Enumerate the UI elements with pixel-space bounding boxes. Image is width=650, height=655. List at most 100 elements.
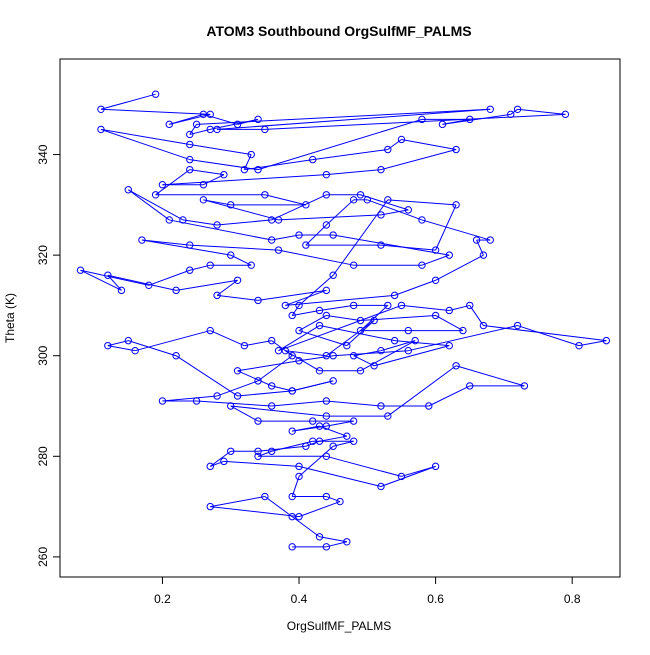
data-point — [486, 105, 494, 113]
data-point — [315, 533, 324, 541]
series-segment — [271, 340, 293, 357]
series-segment — [401, 465, 436, 477]
data-point — [377, 402, 385, 410]
series-segment — [319, 304, 354, 311]
series-segment — [442, 118, 470, 125]
data-point — [76, 266, 85, 274]
series-segment — [100, 128, 190, 145]
series-segment — [134, 330, 211, 352]
series-segment — [244, 159, 313, 171]
series-segment — [107, 345, 136, 352]
data-point — [507, 110, 515, 119]
data-point — [322, 311, 331, 320]
data-point — [377, 211, 385, 219]
series-segment — [292, 309, 320, 316]
series-segment — [257, 450, 272, 457]
data-point — [186, 155, 194, 164]
series-segment — [162, 395, 218, 402]
data-point — [459, 326, 467, 335]
series-segment — [326, 169, 382, 176]
y-tick-label: 260 — [36, 547, 50, 567]
series-points — [76, 90, 611, 551]
data-point — [322, 543, 331, 551]
data-point — [295, 231, 303, 239]
series-segment — [237, 370, 272, 387]
series-segment — [182, 219, 218, 226]
data-point — [452, 145, 460, 154]
series-segment — [326, 496, 341, 503]
x-tick-label: 0.2 — [154, 592, 171, 606]
data-point — [343, 432, 351, 440]
data-point — [254, 377, 262, 385]
data-point — [322, 191, 331, 199]
data-point — [151, 90, 160, 98]
data-point — [431, 276, 440, 284]
series-segment — [264, 194, 306, 206]
series-segment — [210, 460, 225, 467]
data-point — [377, 346, 385, 355]
series-segment — [278, 304, 402, 352]
data-point — [247, 150, 255, 159]
data-point — [397, 301, 406, 310]
series-segment — [189, 124, 197, 135]
data-point — [384, 145, 392, 154]
series-segment — [217, 108, 491, 130]
data-point — [186, 241, 194, 249]
series-segment — [326, 314, 361, 322]
data-point — [186, 266, 194, 274]
data-point — [268, 336, 276, 345]
series-segment — [319, 435, 347, 442]
series-segment — [100, 108, 211, 115]
series-segment — [333, 234, 450, 256]
data-point — [261, 125, 269, 134]
series-segment — [333, 350, 409, 357]
series-segment — [128, 340, 177, 357]
data-point — [295, 301, 303, 310]
data-point — [418, 261, 426, 269]
series-segment — [223, 460, 300, 467]
data-point — [254, 417, 262, 425]
series-segment — [203, 174, 225, 186]
series-segment — [217, 219, 272, 226]
series-segment — [285, 289, 327, 306]
series-segment — [189, 159, 259, 171]
data-point — [349, 196, 358, 204]
series-segment — [80, 269, 149, 286]
data-point — [288, 387, 296, 395]
data-point — [404, 206, 412, 214]
y-axis: 260 280 300 320 340 — [36, 144, 61, 567]
y-tick-label: 340 — [36, 144, 50, 164]
data-point — [513, 321, 522, 330]
series-segment — [271, 234, 300, 241]
series-segment — [216, 279, 238, 296]
data-point — [288, 492, 296, 501]
data-point — [165, 120, 173, 129]
data-point — [322, 412, 331, 420]
data-point — [343, 538, 351, 546]
data-point — [466, 382, 474, 390]
series-segment — [408, 325, 518, 352]
series-segment — [292, 425, 320, 432]
series-segment — [387, 365, 457, 417]
data-point — [561, 110, 570, 119]
series-segment — [176, 279, 238, 291]
data-point — [233, 276, 242, 284]
data-point — [349, 261, 358, 269]
data-point — [431, 246, 440, 254]
data-point — [295, 357, 303, 365]
data-point — [124, 336, 132, 345]
series-segment — [80, 269, 122, 291]
data-point — [274, 346, 283, 355]
data-point — [343, 341, 351, 350]
series-segment — [312, 149, 388, 161]
series-segment — [189, 244, 279, 251]
data-point — [97, 125, 105, 134]
data-point — [213, 125, 221, 134]
data-point — [384, 301, 392, 310]
series-segment — [100, 128, 190, 161]
series-segment — [257, 118, 423, 171]
data-point — [254, 447, 262, 455]
series-segment — [100, 93, 156, 110]
data-point — [295, 472, 303, 481]
data-point — [192, 397, 201, 405]
